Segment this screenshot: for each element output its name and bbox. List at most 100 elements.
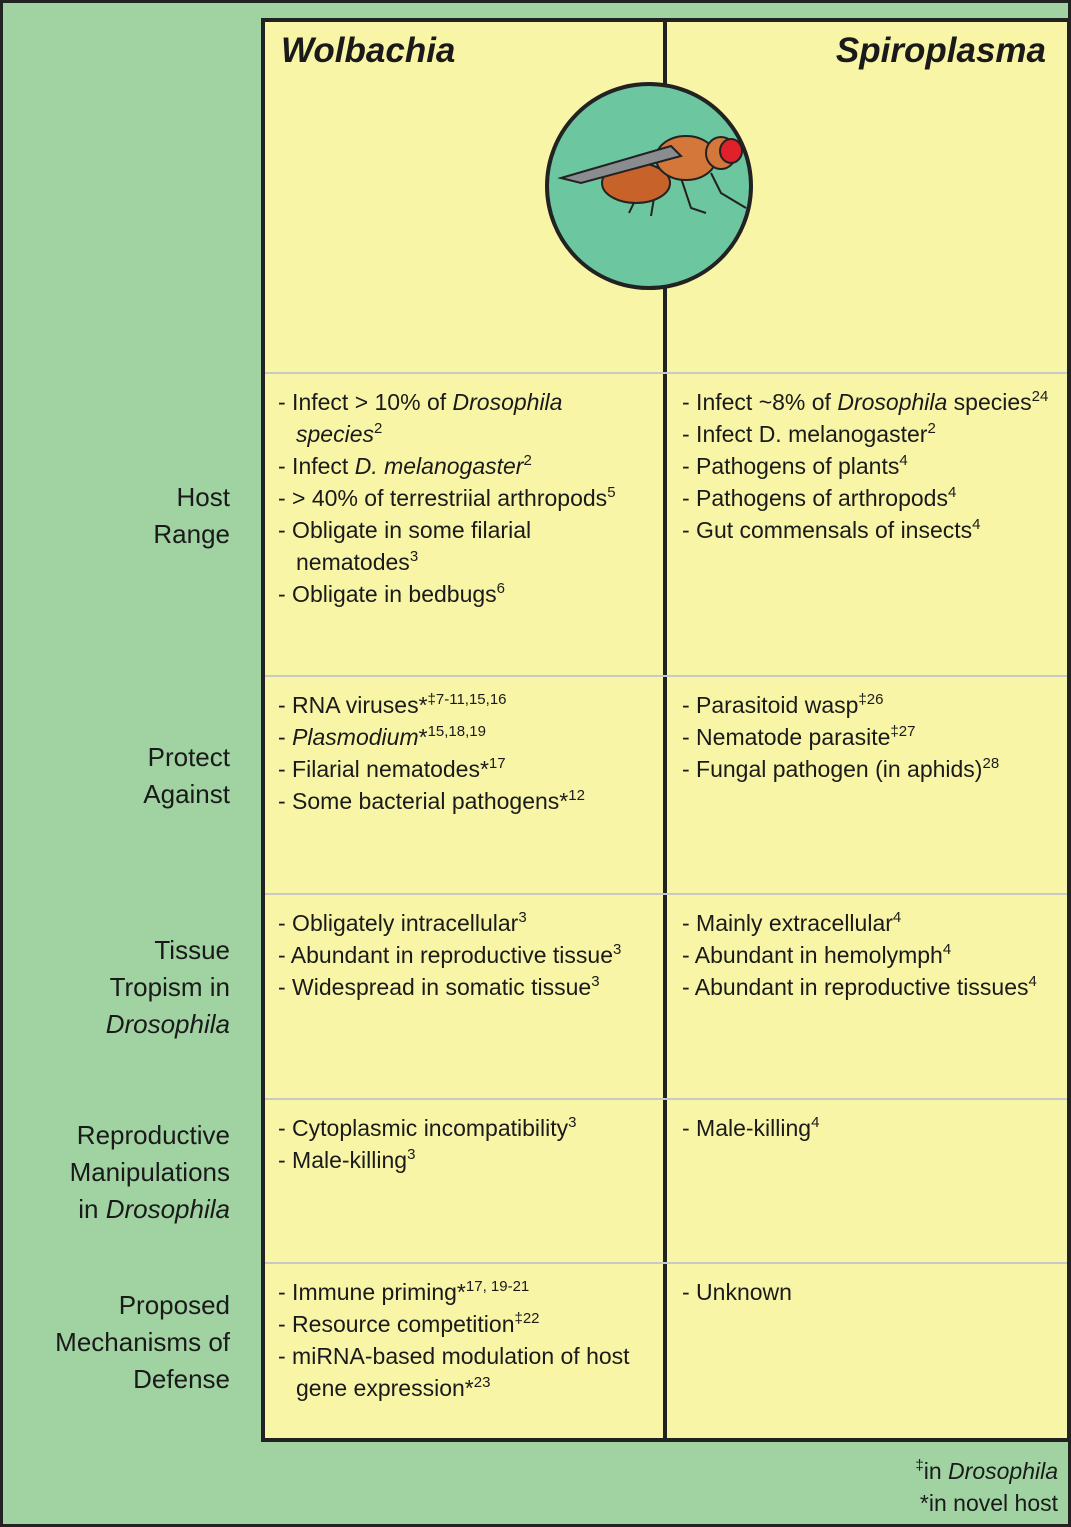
- table-cell: - RNA viruses*‡7-11,15,16 - Plasmodium*15…: [278, 689, 648, 817]
- table-cell: - Infect > 10% of Drosophila species2- I…: [278, 386, 648, 610]
- list-item: - Some bacterial pathogens*12: [278, 785, 648, 817]
- list-item: - Obligately intracellular3: [278, 907, 648, 939]
- list-item: - Gut commensals of insects4: [682, 514, 1052, 546]
- list-item: - miRNA-based modulation of host gene ex…: [278, 1340, 648, 1404]
- list-item: - Filarial nematodes*17: [278, 753, 648, 785]
- text-run: - Gut commensals of insects: [682, 517, 973, 543]
- row-divider: [265, 1262, 1067, 1264]
- list-item: - Infect > 10% of Drosophila species2: [278, 386, 648, 450]
- reference: 17, 19-21: [465, 1278, 530, 1295]
- table-cell: - Mainly extracellular4- Abundant in hem…: [682, 907, 1052, 1003]
- list-item: - Fungal pathogen (in aphids)28: [682, 753, 1052, 785]
- list-item: - Obligate in bedbugs6: [278, 578, 648, 610]
- row-divider: [265, 1098, 1067, 1100]
- row-label: Host Range: [140, 479, 230, 553]
- reference: 12: [568, 787, 585, 804]
- text-run: -: [278, 724, 293, 750]
- list-item: - Male-killing3: [278, 1144, 648, 1176]
- list-item: - Pathogens of arthropods4: [682, 482, 1052, 514]
- reference: ‡22: [514, 1310, 540, 1327]
- reference: 4: [1028, 973, 1037, 990]
- list-item: - Infect D. melanogaster2: [682, 418, 1052, 450]
- list-item: - Pathogens of plants4: [682, 450, 1052, 482]
- row-label: Tissue Tropism in Drosophila: [80, 932, 230, 1043]
- table-cell: - Male-killing4: [682, 1112, 1052, 1144]
- text-run: in: [923, 1458, 949, 1484]
- text-run: - Infect ~8% of: [682, 389, 838, 415]
- row-label: Reproductive Manipulations in Drosophila: [50, 1117, 230, 1228]
- italic-text: Drosophila: [105, 1009, 230, 1039]
- reference: ‡26: [858, 691, 884, 708]
- reference: 2: [373, 420, 383, 437]
- text-run: - Cytoplasmic incompatibility: [278, 1115, 569, 1141]
- footnote: *in novel host: [915, 1487, 1058, 1519]
- list-item: - Nematode parasite‡27: [682, 721, 1052, 753]
- text-run: - Infect > 10% of: [278, 389, 453, 415]
- text-run: - Male-killing: [682, 1115, 812, 1141]
- reference: ‡7-11,15,16: [427, 691, 507, 708]
- text-run: - Filarial nematodes*: [278, 756, 489, 782]
- italic-text: Drosophila: [105, 1193, 230, 1224]
- text-run: - Abundant in hemolymph: [682, 942, 943, 968]
- list-item: - Cytoplasmic incompatibility3: [278, 1112, 648, 1144]
- reference: 4: [811, 1114, 820, 1131]
- list-item: - Parasitoid wasp‡26: [682, 689, 1052, 721]
- table-cell: - Obligately intracellular3- Abundant in…: [278, 907, 648, 1003]
- column-divider: [663, 18, 667, 1442]
- italic-text: Drosophila: [948, 1458, 1058, 1484]
- reference: 17: [488, 755, 506, 772]
- list-item: - Plasmodium*15,18,19: [278, 721, 648, 753]
- reference: 4: [942, 941, 952, 958]
- text-run: Tissue Tropism in: [109, 935, 230, 1002]
- text-run: - RNA viruses*: [278, 692, 428, 718]
- row-label: Protect Against: [125, 739, 230, 813]
- list-item: - Abundant in hemolymph4: [682, 939, 1052, 971]
- list-item: - Mainly extracellular4: [682, 907, 1052, 939]
- list-item: - Resource competition‡22: [278, 1308, 648, 1340]
- text-run: - Nematode parasite: [682, 724, 891, 750]
- row-divider: [265, 372, 1067, 374]
- reference: 3: [409, 548, 419, 565]
- text-run: Host Range: [153, 481, 230, 549]
- reference: 3: [518, 909, 527, 926]
- text-run: - Obligate in bedbugs: [278, 581, 497, 607]
- text-run: - Fungal pathogen (in aphids): [682, 756, 983, 782]
- reference: 3: [591, 973, 600, 990]
- italic-text: Drosophila: [837, 389, 948, 415]
- text-run: - Immune priming*: [278, 1279, 466, 1305]
- text-run: - Abundant in reproductive tissue: [278, 942, 613, 968]
- table-cell: - Parasitoid wasp‡26- Nematode parasite‡…: [682, 689, 1052, 785]
- reference: 3: [407, 1146, 416, 1163]
- reference: ‡: [915, 1457, 924, 1474]
- footnote: ‡in Drosophila: [915, 1455, 1058, 1487]
- text-run: - Unknown: [682, 1279, 792, 1305]
- text-run: *in novel host: [919, 1490, 1058, 1516]
- reference: 24: [1031, 388, 1049, 405]
- table-cell: - Unknown: [682, 1276, 1052, 1308]
- italic-text: D. melanogaster: [354, 453, 524, 479]
- text-run: - > 40% of terrestriial arthropods: [278, 485, 608, 511]
- reference: 3: [612, 941, 622, 958]
- list-item: - Male-killing4: [682, 1112, 1052, 1144]
- list-item: - Abundant in reproductive tissues4: [682, 971, 1052, 1003]
- list-item: - > 40% of terrestriial arthropods5: [278, 482, 648, 514]
- text-run: - Obligately intracellular: [278, 910, 519, 936]
- fly-illustration: [545, 82, 753, 290]
- text-run: - miRNA-based modulation of host gene ex…: [278, 1343, 630, 1401]
- reference: 2: [927, 420, 936, 437]
- table-cell: - Immune priming*17, 19-21- Resource com…: [278, 1276, 648, 1404]
- text-run: Reproductive Manipulations in: [69, 1119, 230, 1224]
- list-item: - Infect ~8% of Drosophila species24: [682, 386, 1052, 418]
- reference: 4: [892, 909, 902, 926]
- reference: 2: [523, 452, 532, 469]
- text-run: *: [418, 724, 428, 750]
- list-item: - Infect D. melanogaster2: [278, 450, 648, 482]
- list-item: - Widespread in somatic tissue3: [278, 971, 648, 1003]
- list-item: - Unknown: [682, 1276, 1052, 1308]
- reference: 4: [972, 516, 981, 533]
- list-item: - Immune priming*17, 19-21: [278, 1276, 648, 1308]
- text-run: - Pathogens of arthropods: [682, 485, 948, 511]
- text-run: Protect Against: [143, 742, 230, 809]
- list-item: - Obligate in some filarial nematodes3: [278, 514, 648, 578]
